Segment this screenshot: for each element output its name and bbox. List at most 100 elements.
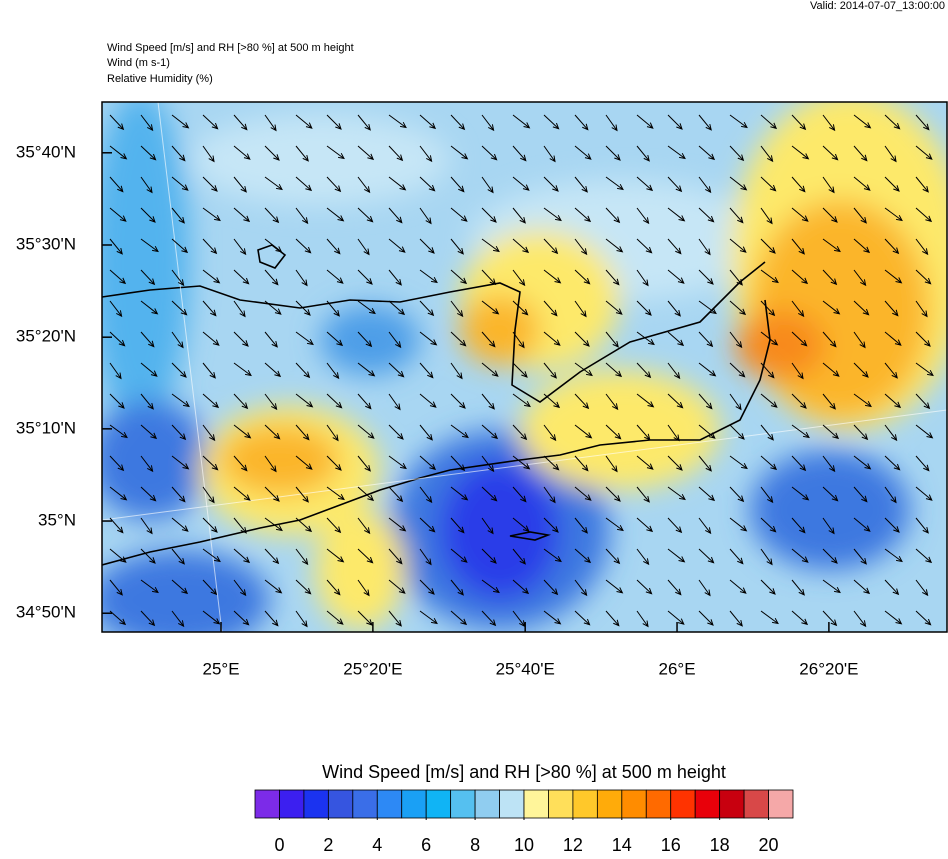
- wind-arrow: [574, 610, 591, 626]
- wind-arrow: [915, 300, 928, 318]
- wind-arrow: [791, 424, 810, 439]
- wind-arrow: [915, 517, 929, 534]
- wind-arrow: [574, 362, 593, 377]
- colorbar-box: [450, 789, 476, 819]
- colorbar-tick-label: 0: [274, 835, 284, 854]
- wind-arrow: [574, 486, 592, 501]
- wind-arrow: [543, 579, 559, 596]
- wind-arrow: [574, 176, 588, 193]
- wind-arrow: [791, 300, 805, 318]
- wind-arrow: [853, 145, 868, 162]
- wind-arrow: [357, 238, 370, 256]
- wind-arrow: [543, 393, 561, 409]
- wind-arrow: [512, 176, 530, 191]
- wind-arrow: [109, 114, 125, 131]
- wind-arrow: [605, 238, 624, 253]
- title-line: Wind (m s-1): [107, 57, 170, 69]
- wind-arrow: [171, 238, 189, 254]
- wind-arrow: [326, 331, 344, 347]
- wind-arrow: [233, 269, 250, 285]
- wind-arrow: [481, 145, 498, 161]
- wind-arrow: [760, 300, 776, 317]
- wind-arrow: [202, 610, 221, 625]
- wind-arrow: [171, 176, 189, 191]
- wind-arrow: [822, 579, 841, 594]
- wind-arrow: [853, 393, 872, 408]
- wind-arrow: [915, 486, 933, 501]
- wind-arrow: [140, 424, 158, 440]
- wind-arrow: [760, 269, 779, 284]
- wind-arrow: [698, 176, 712, 194]
- wind-arrow: [388, 300, 406, 316]
- wind-arrow: [388, 393, 401, 411]
- wind-arrow: [295, 548, 309, 566]
- wind-arrow: [822, 207, 838, 223]
- wind-arrow: [512, 362, 528, 378]
- wind-arrow: [543, 486, 556, 504]
- wind-arrow: [171, 579, 189, 595]
- wind-arrow: [667, 207, 686, 222]
- wind-arrow: [295, 269, 308, 287]
- wind-arrow: [574, 114, 589, 131]
- wind-arrow: [698, 610, 714, 626]
- wind-arrow: [388, 579, 406, 594]
- wind-arrow: [481, 486, 498, 502]
- wind-arrow: [481, 579, 500, 594]
- wind-arrow: [729, 269, 743, 286]
- wind-arrow: [419, 610, 438, 625]
- wind-arrow: [543, 269, 562, 284]
- wind-arrow: [295, 238, 312, 254]
- wind-arrow: [233, 455, 248, 472]
- wind-arrow: [915, 393, 931, 410]
- wind-arrow: [109, 269, 127, 285]
- wind-arrow: [791, 331, 808, 347]
- wind-arrow: [140, 579, 159, 594]
- wind-arrow: [357, 331, 373, 348]
- wind-arrow: [388, 455, 407, 470]
- wind-arrow: [109, 331, 126, 347]
- colorbar-tick-label: 8: [470, 835, 480, 854]
- title-line: Relative Humidity (%): [107, 73, 213, 85]
- wind-arrow: [419, 207, 432, 225]
- wind-arrow: [357, 393, 372, 410]
- wind-arrow: [822, 176, 835, 194]
- wind-arrow: [202, 114, 219, 130]
- wind-arrow: [357, 486, 375, 502]
- wind-arrow: [419, 548, 432, 566]
- y-tick-label: 35°30'N: [16, 234, 76, 253]
- wind-arrow: [388, 269, 402, 286]
- map-field: [102, 102, 947, 632]
- wind-arrow: [822, 362, 840, 377]
- wind-arrow: [605, 331, 619, 348]
- wind-arrow: [574, 424, 593, 439]
- wind-arrow: [326, 300, 340, 317]
- colorbar-tick-label: 16: [661, 835, 681, 854]
- wind-arrow: [140, 455, 154, 473]
- wind-arrow: [171, 548, 185, 565]
- wind-arrow: [822, 393, 836, 410]
- wind-arrow: [233, 331, 249, 347]
- wind-arrow: [636, 610, 649, 628]
- colorbar: 0 2 4 6 8 10 12 14 16 18 20: [254, 789, 794, 855]
- wind-arrow: [264, 331, 278, 348]
- wind-arrow: [760, 331, 779, 346]
- colorbar-box: [645, 789, 672, 819]
- wind-arrow: [915, 362, 934, 377]
- wind-arrow: [667, 486, 686, 501]
- wind-arrow: [729, 362, 746, 378]
- wind-arrow: [109, 610, 127, 626]
- wind-arrow: [698, 393, 713, 410]
- wind-arrow: [295, 207, 309, 225]
- wind-arrow: [884, 548, 903, 563]
- wind-arrow: [357, 145, 375, 161]
- wind-arrow: [915, 269, 932, 285]
- wind-arrow: [326, 176, 342, 193]
- wind-arrow: [233, 579, 247, 597]
- wind-arrow: [481, 455, 495, 473]
- y-tick-label: 35°10'N: [16, 418, 76, 437]
- wind-arrow: [698, 114, 712, 131]
- wind-arrow: [729, 114, 748, 129]
- wind-arrow: [171, 610, 185, 628]
- colorbar-box: [474, 789, 500, 819]
- wind-arrow: [140, 362, 158, 377]
